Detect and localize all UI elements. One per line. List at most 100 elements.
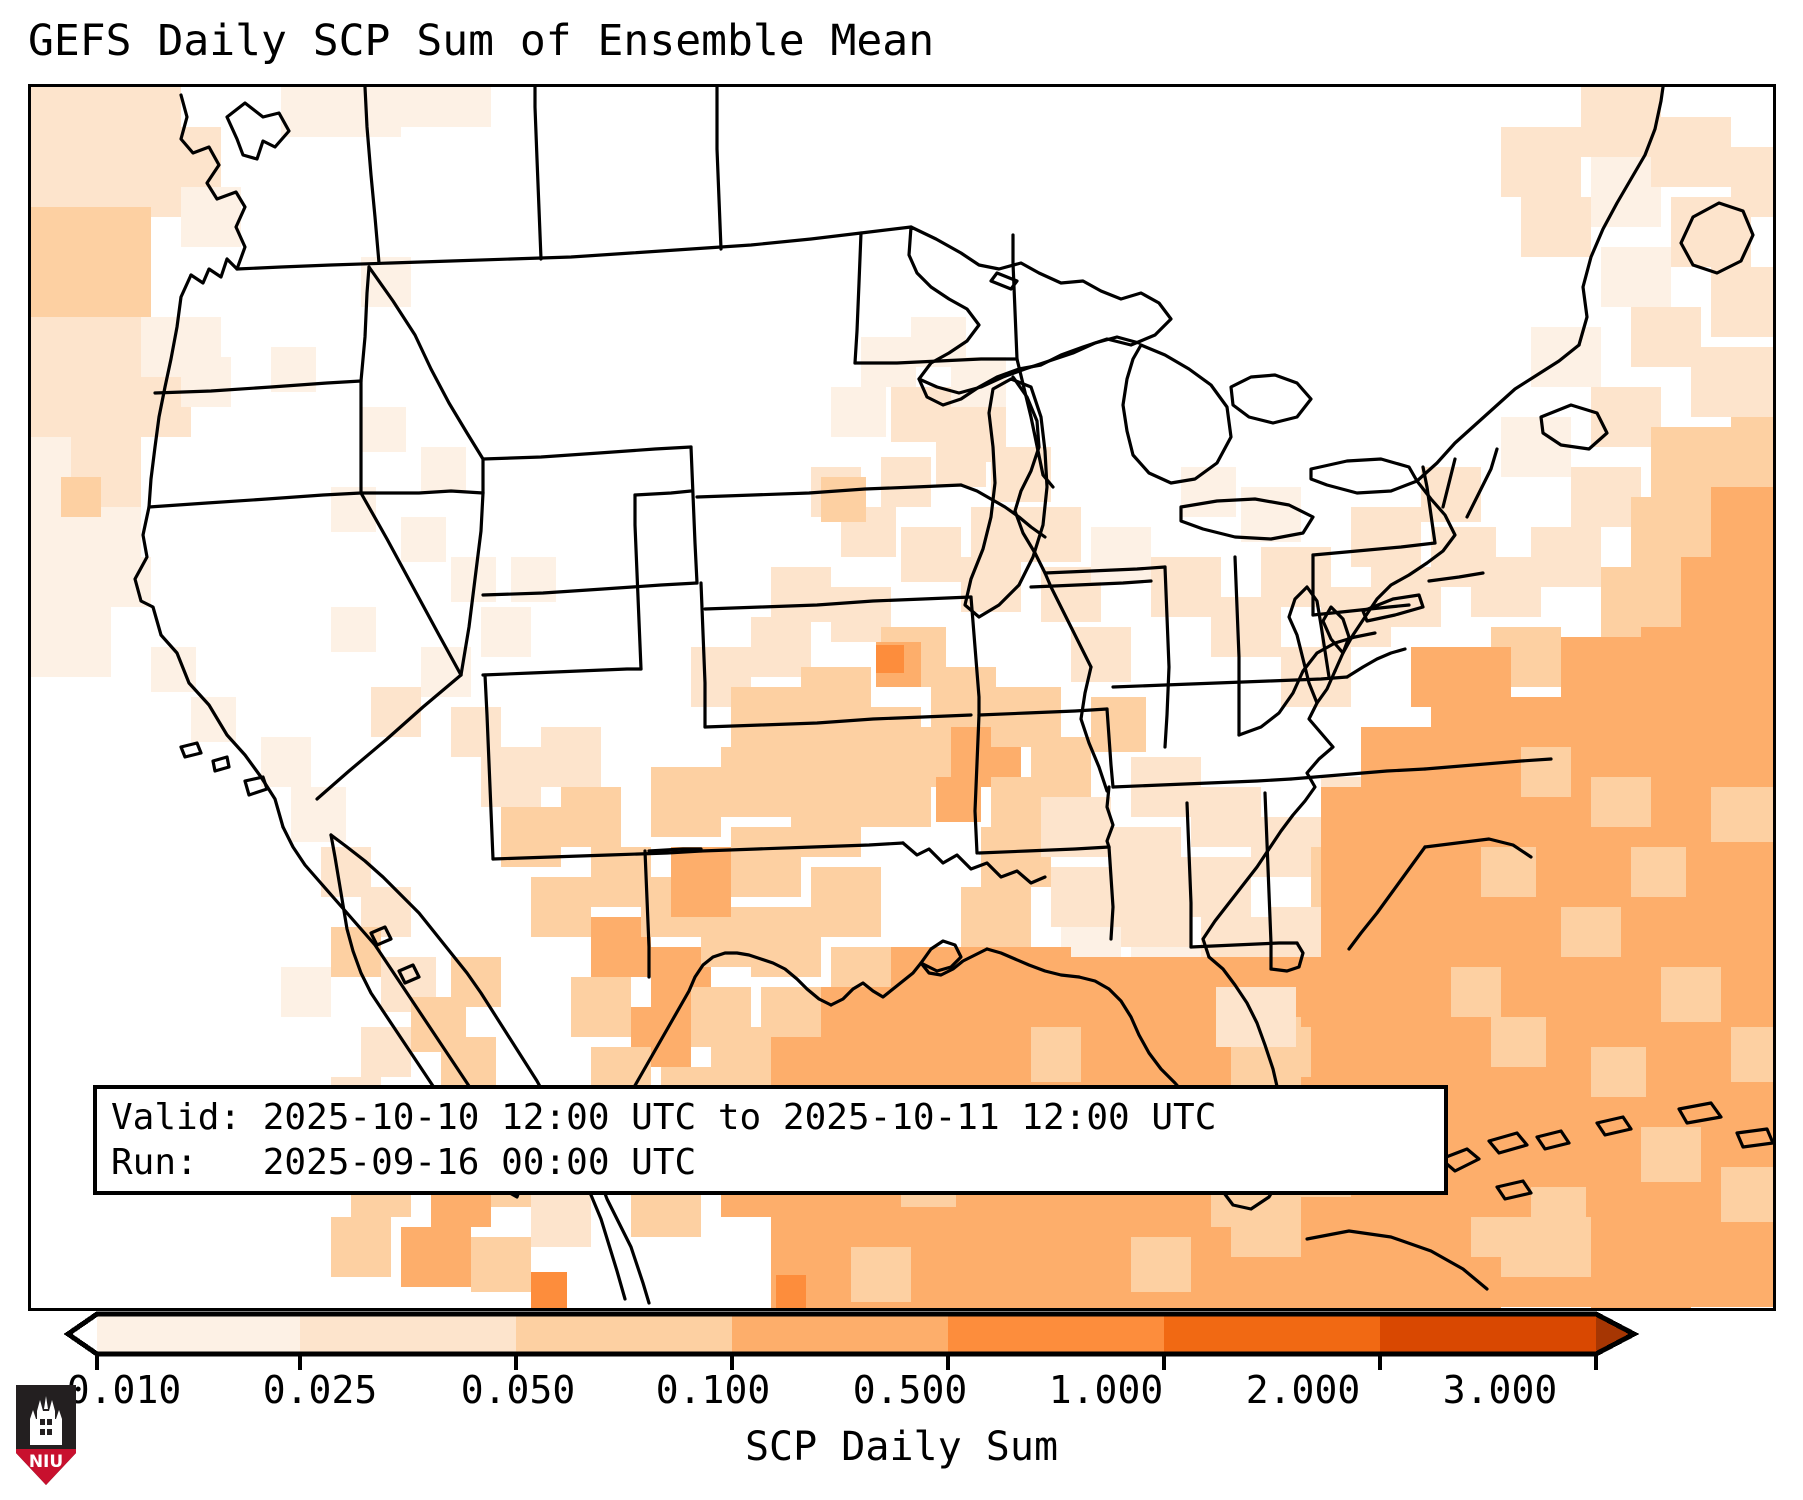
state-border-nm-tx — [643, 849, 651, 979]
colorbar-band-4 — [732, 1314, 948, 1354]
niu-red-band — [16, 1449, 76, 1485]
state-border-co-ks — [699, 581, 707, 729]
border-canada-ab-sk — [533, 87, 543, 261]
coast-washington-oregon — [147, 273, 193, 509]
coast-lake-superior — [907, 225, 1173, 407]
state-border-az-nm — [483, 673, 495, 861]
state-border-sd-mn-ia — [1015, 357, 1055, 489]
state-border-ut-wy — [633, 489, 693, 497]
state-border-tn-nc-ga — [1289, 767, 1427, 781]
state-border-or-ca — [147, 491, 363, 509]
map-axes[interactable]: Valid: 2025-10-10 12:00 UTC to 2025-10-1… — [28, 84, 1776, 1311]
state-border-pa-ny — [1311, 541, 1437, 557]
state-border-ok-tx-red-river — [901, 841, 1047, 885]
colorbar-under-arrow — [68, 1314, 97, 1354]
state-border-sc-ga — [1347, 845, 1427, 951]
state-border-il-in — [1163, 565, 1171, 749]
state-border-ar-tx-ok — [973, 713, 981, 855]
island-bahamas-4 — [1495, 1179, 1533, 1201]
colorbar-band-6 — [1164, 1314, 1380, 1354]
state-border-az-ut — [481, 667, 643, 677]
colorbar-tick-3: 0.100 — [655, 1368, 771, 1412]
island-channel-2 — [211, 755, 231, 773]
state-border-wa-or — [153, 379, 363, 395]
info-box: Valid: 2025-10-10 12:00 UTC to 2025-10-1… — [93, 1085, 1448, 1195]
island-bahamas-5 — [1595, 1115, 1633, 1137]
state-border-ca-nv — [359, 491, 463, 677]
island-bahamas-2 — [1487, 1131, 1529, 1155]
state-border-nc-sc — [1423, 837, 1533, 859]
coast-lake-erie — [1179, 497, 1315, 541]
border-canada-sk-mb — [715, 87, 723, 251]
colorbar-ticks — [95, 1354, 1598, 1370]
state-border-nd-mn — [1011, 233, 1019, 361]
state-border-mt-nd — [853, 231, 863, 365]
colorbar-svg — [63, 1311, 1640, 1370]
state-border-nv-id — [359, 489, 485, 495]
state-border-al-fl — [1189, 941, 1299, 949]
coast-gulf-florida-panhandle — [985, 947, 1081, 979]
page-title: GEFS Daily SCP Sum of Ensemble Mean — [28, 16, 935, 66]
scp-raster-layer — [31, 87, 1773, 1308]
island-bahamas-3 — [1535, 1129, 1571, 1151]
colorbar-band-5 — [948, 1314, 1164, 1354]
state-border-mo-ar — [977, 707, 1109, 717]
colorbar-band-2 — [300, 1314, 516, 1354]
coast-maine-new-england — [1333, 479, 1457, 673]
state-border-mo-ar-east — [1105, 707, 1115, 789]
coast-vancouver-island — [225, 101, 291, 161]
state-border-pa-md-va — [1311, 603, 1411, 617]
coast-cuba — [1305, 1229, 1489, 1291]
coast-texas — [603, 951, 833, 1133]
coast-labrador — [1577, 87, 1665, 347]
colorbar-over-arrow — [1596, 1314, 1634, 1354]
state-border-vt-nh — [1441, 457, 1457, 509]
coast-gulf-alabama-mississippi — [829, 947, 989, 1007]
colorbar-bands — [68, 1314, 1634, 1354]
island-channel-1 — [179, 741, 203, 759]
state-border-ut-co — [633, 493, 643, 671]
colorbar-band-3 — [516, 1314, 732, 1354]
map-clip — [31, 87, 1773, 1308]
state-border-la-ms — [1107, 845, 1115, 941]
colorbar-label: SCP Daily Sum — [744, 1424, 1059, 1470]
island-gulf-cal-2 — [397, 963, 421, 985]
coast-lake-ontario — [1309, 457, 1419, 495]
state-border-ms-al — [1185, 801, 1193, 949]
info-run-line: Run: 2025-09-16 00:00 UTC — [111, 1142, 697, 1183]
map-geography-layer — [133, 87, 1773, 1305]
state-border-nm-ok — [647, 847, 703, 853]
state-border-nd-sd — [853, 357, 1019, 365]
state-border-or-id — [359, 265, 371, 383]
state-border-al-ga — [1263, 791, 1273, 971]
state-border-wy-sd-ne — [689, 445, 699, 585]
state-border-il-mo — [1079, 665, 1109, 793]
state-border-ok-tx-panhandle — [699, 841, 905, 853]
state-border-ne-ks — [703, 595, 973, 611]
state-border-ky-wv-va — [1345, 647, 1407, 679]
state-border-nh-me — [1465, 447, 1499, 519]
coast-pacific-northwest — [179, 93, 247, 285]
state-border-nv-ut — [459, 491, 485, 677]
coast-newfoundland — [1679, 201, 1755, 275]
coast-florida — [1077, 955, 1287, 1211]
colorbar[interactable] — [0, 1310, 1803, 1370]
island-bahamas-6 — [1677, 1101, 1723, 1125]
colorbar-band-7 — [1380, 1314, 1596, 1354]
colorbar-tick-2: 0.050 — [460, 1368, 576, 1412]
island-baja-1 — [243, 775, 269, 797]
state-border-ia-mo — [1029, 579, 1153, 589]
coast-california — [133, 505, 285, 829]
info-valid-line: Valid: 2025-10-10 12:00 UTC to 2025-10-1… — [111, 1097, 1217, 1138]
map-svg — [31, 87, 1773, 1308]
colorbar-tick-4: 0.500 — [852, 1368, 968, 1412]
coast-louisiana-delta — [919, 939, 963, 973]
coast-michigan-upper-peninsula — [917, 335, 1141, 395]
state-border-id-mt — [367, 265, 485, 495]
state-border-wy-co — [481, 581, 699, 597]
state-border-ar-ms — [1105, 785, 1115, 849]
border-canada-bc-ab — [363, 87, 381, 265]
colorbar-tick-5: 1.000 — [1048, 1368, 1164, 1412]
colorbar-tick-6: 2.000 — [1245, 1368, 1361, 1412]
